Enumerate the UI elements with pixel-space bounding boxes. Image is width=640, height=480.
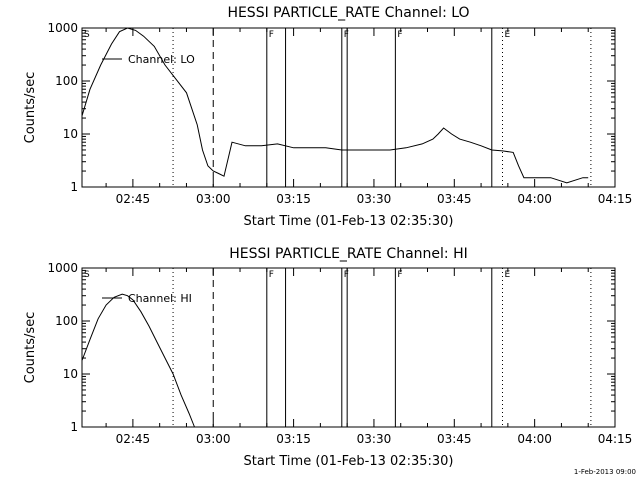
chart-title: HESSI PARTICLE_RATE Channel: HI [229,246,467,262]
x-tick-label: 04:00 [517,432,552,446]
x-tick-label: 03:00 [196,192,231,206]
x-tick-label: 03:15 [276,192,311,206]
footer-timestamp: 1-Feb-2013 09:00 [574,468,636,476]
event-marker-label: E [505,270,511,280]
event-marker-label: F [269,30,274,40]
event-marker-label: F [397,30,402,40]
chart-title: HESSI PARTICLE_RATE Channel: LO [227,5,469,21]
plot-frame [81,267,616,428]
x-tick-label: 03:45 [437,432,472,446]
x-axis-label: Start Time (01-Feb-13 02:35:30) [244,454,454,469]
y-tick-label: 1000 [47,21,78,35]
y-tick-label: 1000 [47,261,78,275]
x-axis-label: Start Time (01-Feb-13 02:35:30) [244,214,454,229]
x-tick-label: 04:00 [517,192,552,206]
event-marker-label: F [344,270,349,280]
x-tick-label: 03:00 [196,432,231,446]
event-marker-label: F [344,30,349,40]
y-tick-label: 100 [55,74,78,88]
x-tick-label: 02:45 [116,432,151,446]
legend-label: Channel: HI [128,292,192,305]
x-tick-label: 03:45 [437,192,472,206]
y-axis-label: Counts/sec [23,312,38,384]
event-marker-label: S [84,30,90,40]
event-marker-label: S [84,270,90,280]
y-tick-label: 100 [55,314,78,328]
event-marker-label: F [397,270,402,280]
event-marker-label: E [505,30,511,40]
x-tick-label: 03:30 [357,192,392,206]
y-tick-label: 1 [70,180,78,194]
legend-label: Channel: LO [128,53,195,66]
x-tick-label: 04:15 [598,192,633,206]
series-line-hi [81,293,195,428]
chart-panel-hi: HESSI PARTICLE_RATE Channel: HI 1 10 100 100… [23,246,632,469]
y-tick-label: 10 [63,367,78,381]
x-tick-label: 03:15 [276,432,311,446]
x-tick-label: 03:30 [357,432,392,446]
chart-panel-lo: HESSI PARTICLE_RATE Channel: LO 1 10 100 100… [23,5,632,229]
y-tick-label: 1 [70,420,78,434]
plot-frame [81,27,616,188]
y-axis-label: Counts/sec [23,72,38,144]
x-tick-label: 04:15 [598,432,633,446]
y-tick-label: 10 [63,127,78,141]
series-line-lo [81,27,589,184]
event-marker-label: F [269,270,274,280]
x-tick-label: 02:45 [116,192,151,206]
